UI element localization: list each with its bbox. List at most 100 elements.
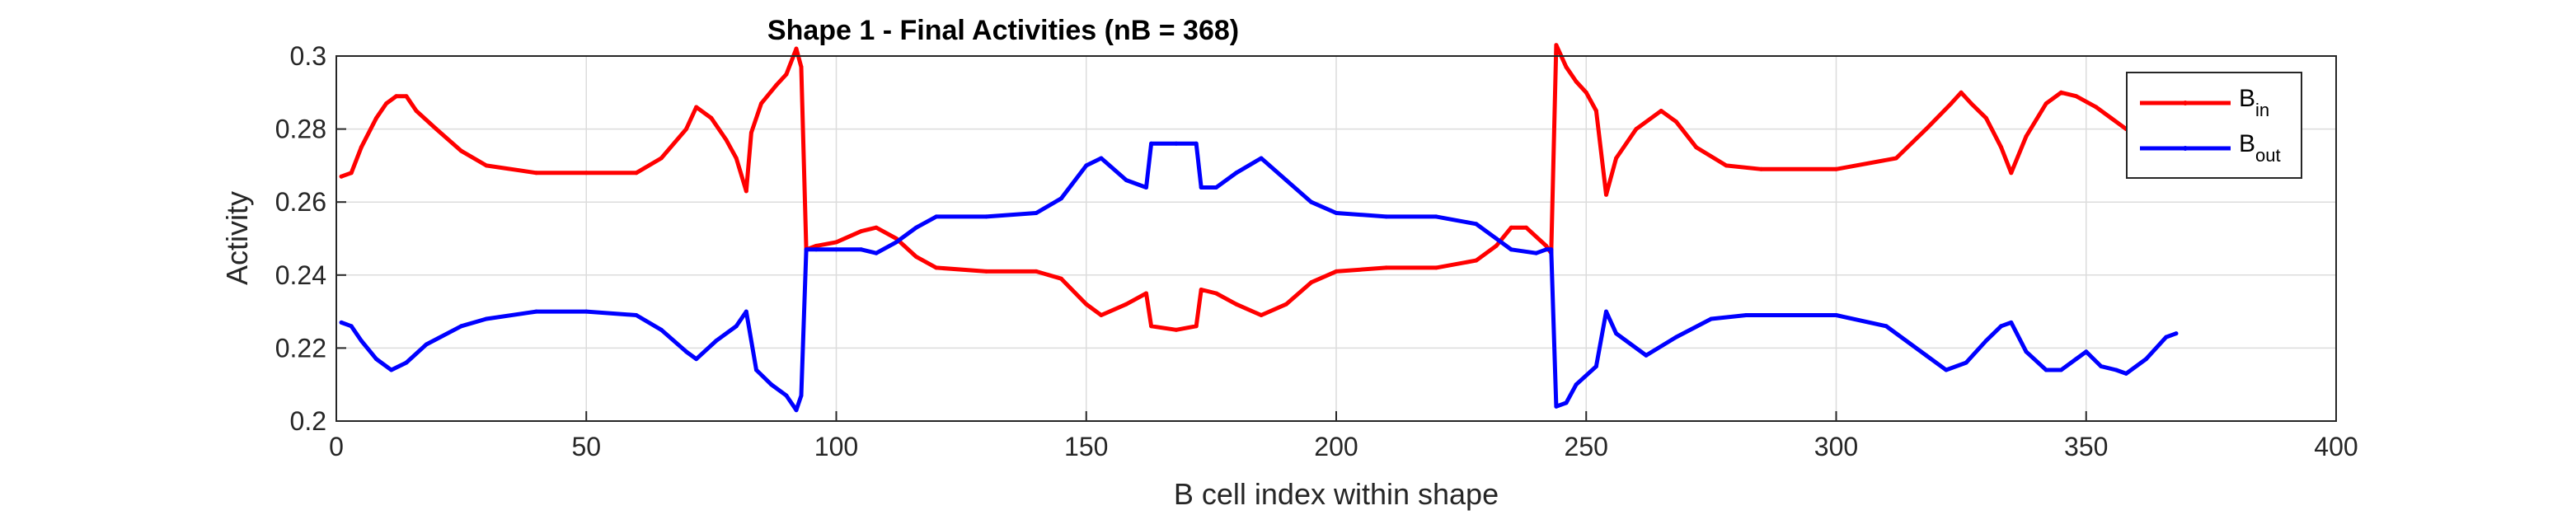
data-point [2024, 349, 2029, 354]
data-point [389, 368, 394, 372]
data-point [1433, 265, 1438, 270]
data-point [784, 393, 789, 398]
data-point [694, 105, 699, 110]
y-tick-label: 0.22 [275, 333, 326, 363]
data-point [534, 309, 539, 314]
data-point [2099, 364, 2104, 369]
data-point [1124, 178, 1128, 183]
data-point [1544, 243, 1549, 248]
data-point [1309, 199, 1314, 204]
data-point [1194, 324, 1199, 329]
legend-label-b-out: Bout [2239, 130, 2281, 166]
data-point [1644, 353, 1649, 358]
data-point [1309, 280, 1314, 285]
data-point [1509, 247, 1513, 252]
data-point [814, 247, 819, 252]
data-point [894, 240, 899, 245]
data-point [1673, 119, 1678, 124]
data-point [934, 265, 939, 270]
data-point [914, 255, 918, 260]
data-point [1174, 327, 1179, 332]
data-point [1494, 236, 1499, 241]
data-point [2074, 357, 2079, 362]
data-point [754, 368, 758, 372]
data-point [2094, 105, 2099, 110]
series-line-b-in [339, 43, 2179, 332]
data-point [2009, 171, 2014, 176]
data-point [914, 225, 918, 230]
x-tick-label: 350 [2064, 432, 2108, 461]
data-point [1694, 145, 1699, 150]
y-axis-label: Activity [220, 191, 254, 285]
data-point [1614, 156, 1619, 161]
data-point [934, 214, 939, 219]
data-point [1924, 353, 1929, 358]
data-point [1058, 276, 1063, 281]
data-point [1433, 214, 1438, 219]
legend-label-b-in: Bin [2239, 85, 2269, 120]
data-point [744, 309, 748, 314]
data-point [1999, 145, 2004, 150]
data-point [794, 46, 799, 51]
legend-marker-b-in [2183, 101, 2188, 105]
data-point [1614, 331, 1619, 336]
data-point [1949, 101, 1954, 106]
data-point [684, 127, 688, 132]
data-point [2024, 134, 2029, 138]
data-point [1144, 185, 1148, 190]
data-point [834, 240, 838, 245]
data-point [2164, 335, 2169, 339]
data-point [659, 156, 664, 161]
data-point [1549, 247, 1554, 252]
data-point [584, 171, 589, 176]
data-point [1554, 43, 1559, 48]
data-point [659, 327, 664, 332]
data-point [339, 320, 344, 325]
data-point [484, 316, 489, 321]
data-point [1964, 360, 1968, 365]
data-point [1509, 225, 1513, 230]
x-axis-label: B cell index within shape [1174, 477, 1499, 511]
data-point [1199, 185, 1204, 190]
data-point [784, 72, 789, 77]
data-point [1604, 309, 1608, 314]
data-point [1099, 313, 1104, 317]
data-point [1999, 324, 2004, 329]
y-tick-label: 0.28 [275, 115, 326, 144]
data-point [1149, 141, 1154, 146]
data-point [1384, 214, 1389, 219]
data-point [2009, 320, 2014, 325]
data-point [1124, 302, 1128, 307]
x-tick-label: 100 [814, 432, 858, 461]
data-point [1659, 109, 1663, 113]
data-point [1283, 302, 1288, 307]
data-point [534, 171, 539, 176]
data-point [984, 214, 988, 219]
legend: Bin Bout [2126, 72, 2302, 179]
data-point [2144, 357, 2148, 362]
legend-marker-b-out [2183, 146, 2188, 151]
data-point [1574, 79, 1579, 84]
data-point [814, 243, 819, 248]
data-point [774, 82, 779, 87]
axis-ticks: 0 50 100 150 200 250 300 350 400 0.2 0.22 0.24 0.26 0… [275, 41, 2358, 461]
data-point [1534, 250, 1539, 255]
data-point [714, 339, 719, 343]
data-point [2043, 101, 2048, 106]
data-point [684, 349, 688, 354]
data-point [634, 313, 639, 317]
data-point [384, 101, 389, 106]
data-point [1584, 90, 1588, 95]
data-point [724, 138, 729, 143]
data-point [799, 393, 804, 398]
data-point [1034, 269, 1039, 274]
data-point [2058, 368, 2063, 372]
x-tick-label: 400 [2314, 432, 2358, 461]
data-point [1283, 178, 1288, 183]
x-tick-label: 250 [1565, 432, 1608, 461]
data-point [1034, 211, 1039, 215]
data-point [1084, 163, 1089, 168]
data-point [1564, 64, 1569, 69]
data-point [804, 247, 809, 252]
